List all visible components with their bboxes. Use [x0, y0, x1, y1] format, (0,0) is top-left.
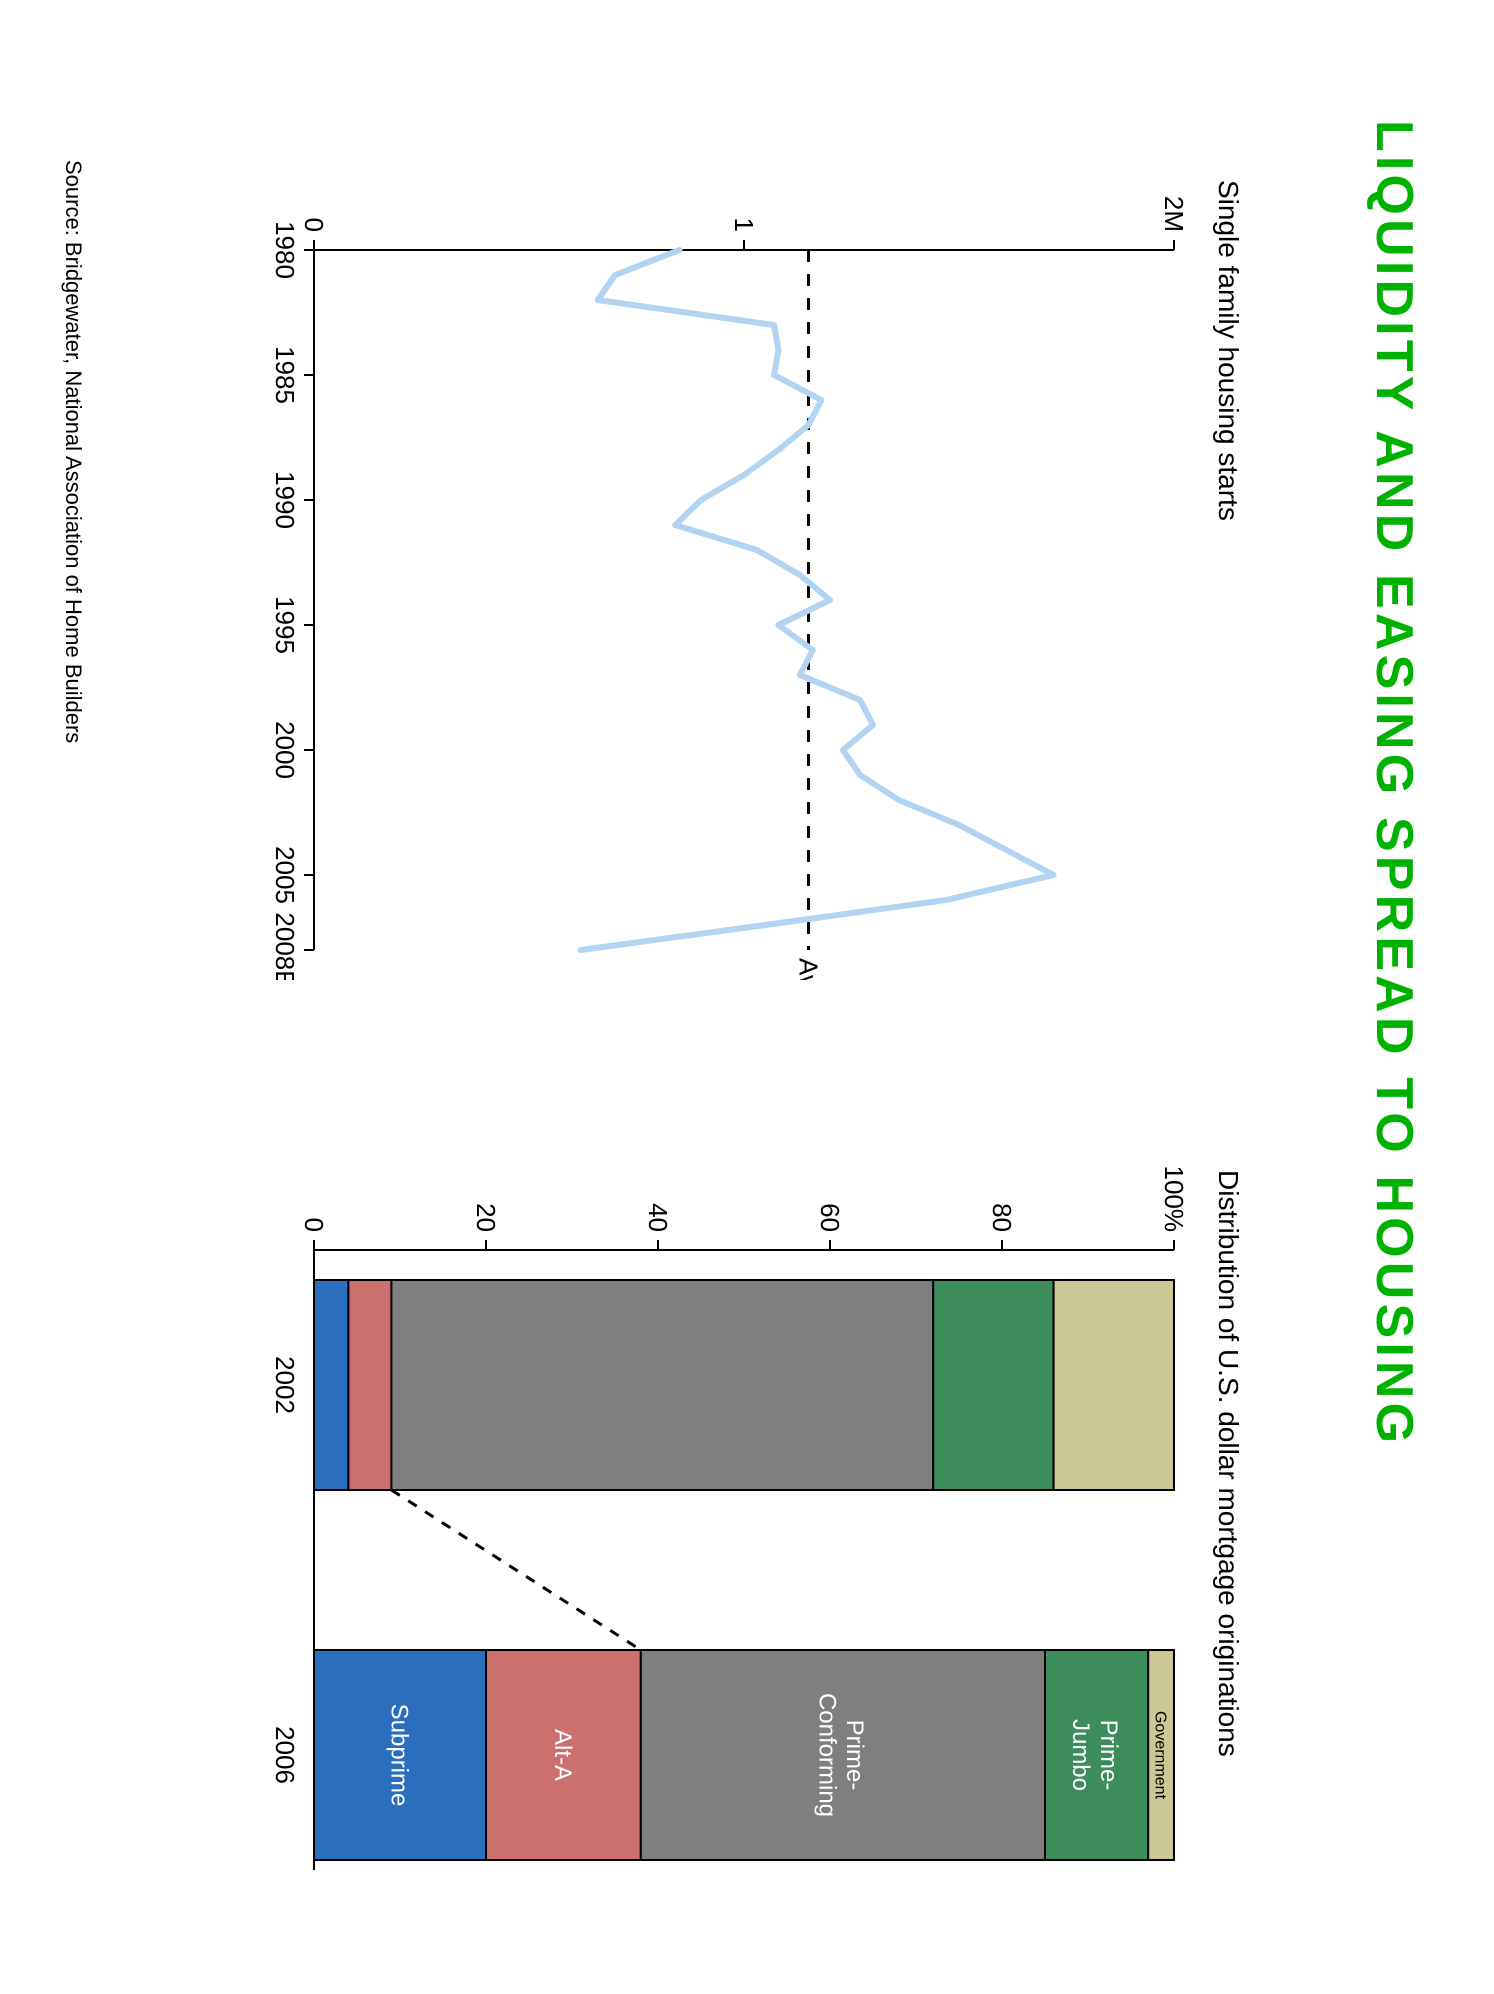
- segment-label-subprime: Subprime: [386, 1704, 413, 1807]
- segment-label-alt_a: Alt-A: [549, 1729, 576, 1781]
- x-tick-label: 1980: [270, 221, 300, 279]
- y-tick-label: 20: [471, 1203, 501, 1232]
- y-tick-label: 0: [299, 218, 329, 232]
- x-tick-label: 1990: [270, 471, 300, 529]
- x-tick-label: 1985: [270, 346, 300, 404]
- x-category-label: 2006: [270, 1726, 300, 1784]
- bar-segment-subprime: [314, 1280, 348, 1490]
- average-label: Average: [794, 958, 824, 980]
- stacked-chart: 020406080100%2002SubprimeAlt-APrime-Conf…: [234, 1140, 1234, 1920]
- x-category-label: 2002: [270, 1356, 300, 1414]
- slide-title: LIQUIDITY AND EASING SPREAD TO HOUSING: [1364, 120, 1424, 1874]
- y-tick-label: 0: [299, 1218, 329, 1232]
- bar-segment-government: [1054, 1280, 1174, 1490]
- y-tick-label: 2M: [1159, 196, 1189, 232]
- source-text: Source: Bridgewater, National Associatio…: [60, 160, 86, 743]
- x-tick-label: 2005: [270, 846, 300, 904]
- x-tick-label: 2000: [270, 721, 300, 779]
- segment-label-government: Government: [1152, 1711, 1169, 1800]
- bar-segment-prime_jumbo: [933, 1280, 1053, 1490]
- y-tick-label: 80: [987, 1203, 1017, 1232]
- segment-label-prime_jumbo: Jumbo: [1067, 1719, 1094, 1791]
- y-tick-label: 100%: [1159, 1166, 1189, 1233]
- connector-line: [391, 1490, 640, 1650]
- y-tick-label: 1: [729, 218, 759, 232]
- segment-label-prime_conf: Conforming: [814, 1693, 841, 1817]
- y-tick-label: 40: [643, 1203, 673, 1232]
- slide: LIQUIDITY AND EASING SPREAD TO HOUSING S…: [0, 0, 1494, 1994]
- bar-segment-alt_a: [348, 1280, 391, 1490]
- line-chart: 0 1 2M 1980 1985 1990 1995 2000 2005 2008E Average: [234, 160, 1234, 980]
- x-tick-label: 1995: [270, 596, 300, 654]
- bar-segment-prime_conf: [391, 1280, 933, 1490]
- y-tick-label: 60: [815, 1203, 845, 1232]
- segment-label-prime_conf: Prime-: [841, 1720, 868, 1791]
- segment-label-prime_jumbo: Prime-: [1095, 1720, 1122, 1791]
- housing-starts-series: [581, 250, 1054, 950]
- x-tick-label: 2008E: [270, 912, 300, 980]
